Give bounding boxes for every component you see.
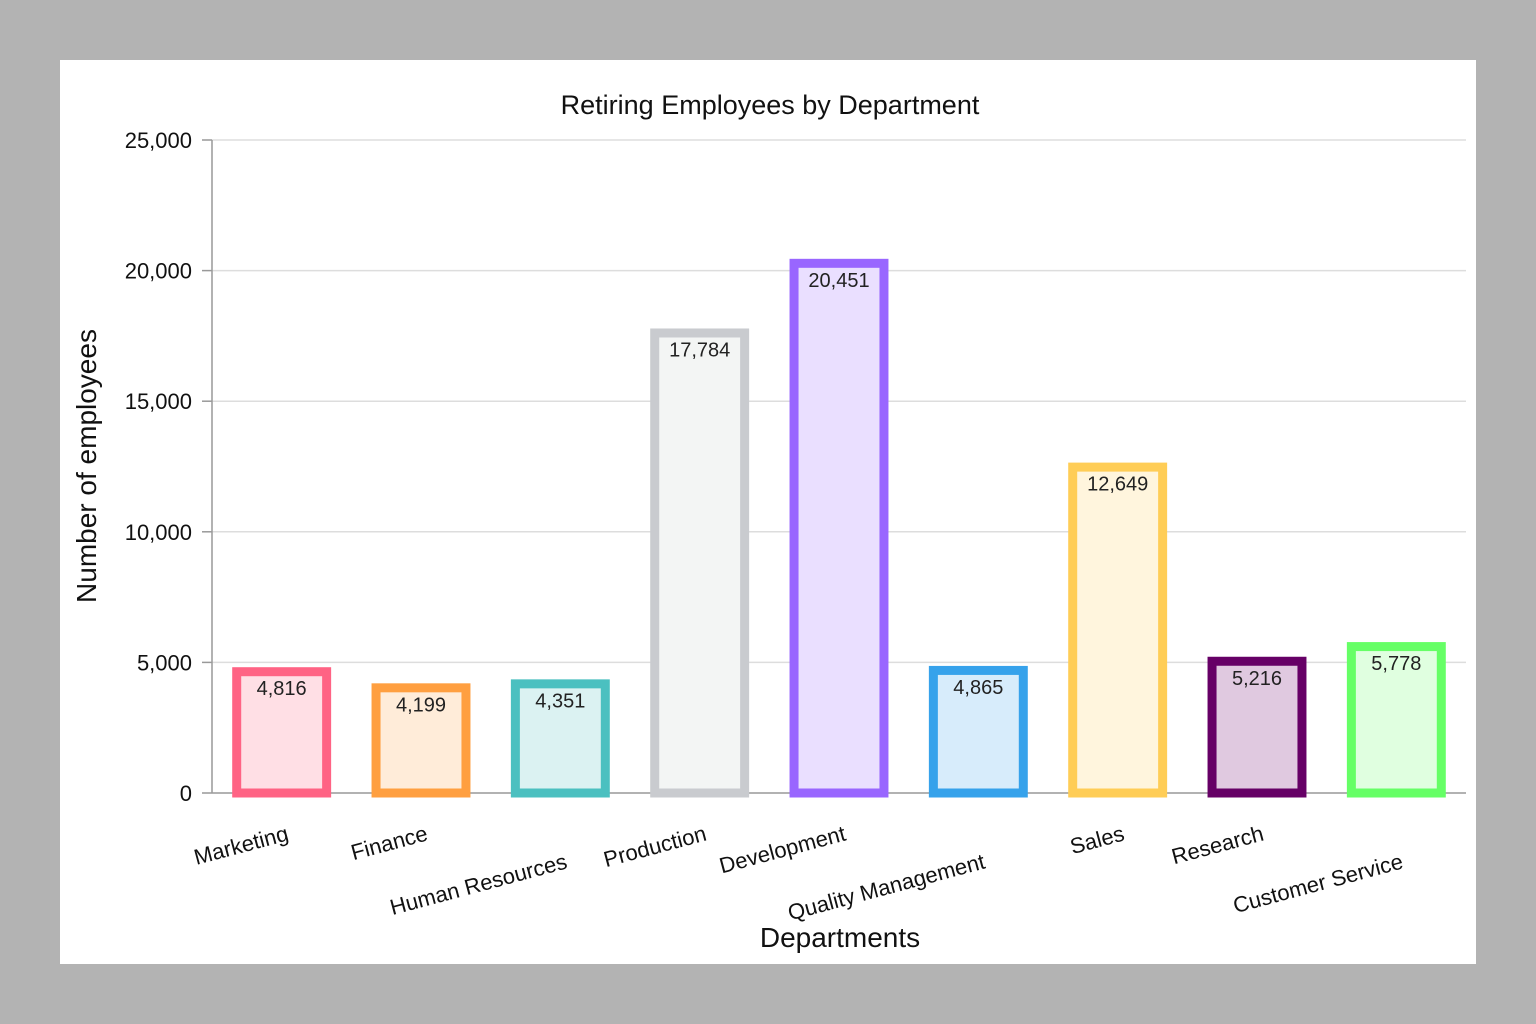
chart-card [60, 60, 1476, 964]
x-axis-title: Departments [760, 922, 920, 953]
bar [1068, 462, 1168, 798]
bar-value-label: 4,816 [257, 678, 307, 700]
chart-title: Retiring Employees by Department [561, 90, 980, 120]
bar [1346, 642, 1446, 798]
bar [371, 683, 471, 798]
bar-value-label: 4,351 [535, 690, 585, 712]
category-label: Research [1169, 821, 1266, 870]
y-tick-label: 0 [180, 781, 192, 806]
bar-value-label: 17,784 [669, 339, 730, 361]
category-label: Development [717, 821, 849, 879]
bar-value-label: 4,865 [953, 677, 1003, 699]
y-tick-label: 20,000 [125, 259, 192, 284]
y-axis-title: Number of employees [71, 329, 102, 603]
bar [789, 258, 889, 798]
bar-value-label: 5,216 [1232, 668, 1282, 690]
y-tick-label: 10,000 [125, 520, 192, 545]
bar [510, 679, 610, 798]
y-tick-label: 25,000 [125, 128, 192, 153]
bar-value-label: 5,778 [1371, 653, 1421, 675]
bar-value-label: 4,199 [396, 694, 446, 716]
category-label: Sales [1067, 821, 1127, 859]
bar-value-label: 12,649 [1087, 474, 1148, 496]
bar [232, 667, 332, 798]
category-label: Human Resources [387, 849, 569, 920]
category-label: Finance [348, 821, 430, 865]
bars [232, 258, 1446, 798]
bar [650, 328, 750, 798]
bar [1207, 656, 1307, 798]
y-axis-ticks: 0 5,000 10,000 15,000 20,000 25,000 [125, 128, 212, 806]
y-tick-label: 5,000 [137, 650, 192, 675]
category-label: Production [601, 821, 709, 872]
bar [928, 665, 1028, 798]
y-tick-label: 15,000 [125, 389, 192, 414]
bar-value-label: 20,451 [808, 270, 869, 292]
category-label: Quality Management [785, 849, 988, 926]
value-labels: 4,816 4,199 4,351 17,784 20,451 4,865 12,649 5,… [257, 270, 1422, 717]
category-label: Customer Service [1230, 849, 1405, 918]
category-label: Marketing [191, 821, 291, 870]
